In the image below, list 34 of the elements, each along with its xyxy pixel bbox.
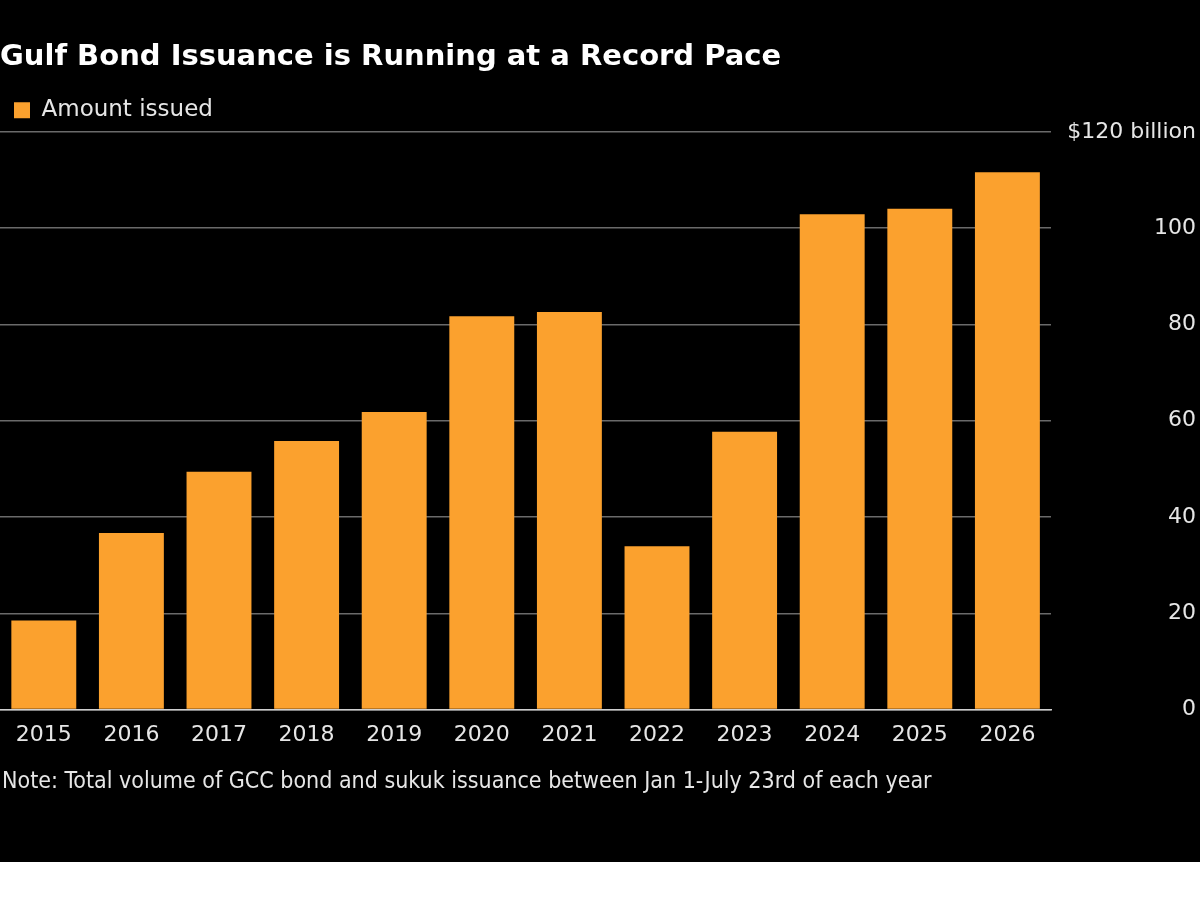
bar (11, 620, 77, 709)
x-tick-label: 2026 (979, 720, 1036, 746)
x-tick-label: 2020 (453, 720, 510, 746)
x-tick-label: 2024 (804, 720, 861, 746)
chart-title: Gulf Bond Issuance is Running at a Record Pace (0, 37, 782, 72)
bar (449, 316, 515, 709)
x-tick-label: 2021 (541, 720, 598, 746)
x-tick-label: 2022 (629, 720, 685, 746)
bar (974, 172, 1040, 709)
x-tick-label: 2018 (278, 720, 335, 746)
y-tick-label: 100 (1154, 213, 1196, 239)
legend-label: Amount issued (41, 95, 213, 122)
y-tick-label: 20 (1168, 599, 1196, 625)
x-tick-label: 2015 (15, 720, 72, 746)
x-tick-label: 2025 (891, 720, 948, 746)
bar (624, 546, 690, 709)
text: Note: Total volume of GCC bond and sukuk issuance between Jan 1-July 23rd of each year (2, 766, 932, 795)
bar (799, 214, 865, 709)
bar (361, 412, 427, 709)
bar (536, 311, 602, 709)
y-tick-label: 60 (1168, 406, 1196, 432)
y-tick-label: 40 (1168, 502, 1196, 528)
bar (186, 471, 252, 709)
x-tick-label: 2019 (366, 720, 423, 746)
bar (274, 440, 340, 709)
y-tick-label: 80 (1168, 310, 1196, 336)
bar (712, 431, 778, 709)
x-tick-label: 2017 (191, 720, 247, 746)
y-tick-label: $120 billion (1067, 117, 1196, 143)
x-tick-label: 2016 (103, 720, 160, 746)
y-tick-label: 0 (1182, 695, 1196, 721)
x-tick-label: 2023 (716, 720, 773, 746)
bar (98, 532, 164, 709)
bar (887, 208, 953, 709)
